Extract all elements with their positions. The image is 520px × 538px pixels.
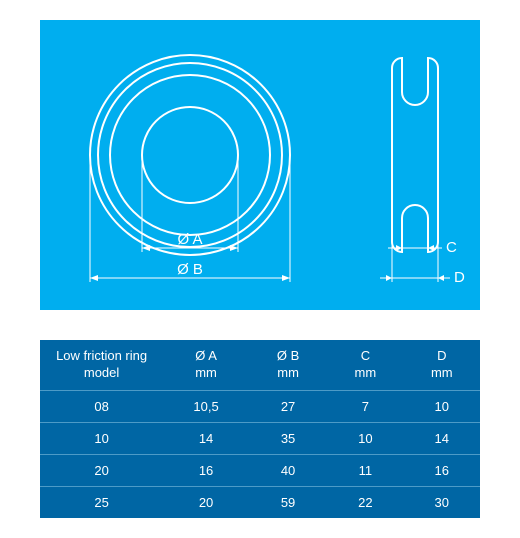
front-view: Ø A Ø B bbox=[90, 55, 290, 282]
spec-table-container: Low friction ringmodel Ø Amm Ø Bmm Cmm D… bbox=[40, 340, 480, 518]
table-row: 10 14 35 10 14 bbox=[40, 422, 480, 454]
col-header-b: Ø Bmm bbox=[249, 340, 327, 390]
dim-label-d: D bbox=[454, 269, 465, 286]
table-row: 20 16 40 11 16 bbox=[40, 454, 480, 486]
table-row: 25 20 59 22 30 bbox=[40, 486, 480, 518]
col-header-c: Cmm bbox=[327, 340, 403, 390]
col-header-a: Ø Amm bbox=[163, 340, 249, 390]
table-body: 08 10,5 27 7 10 10 14 35 10 14 20 16 40 … bbox=[40, 390, 480, 518]
col-header-model: Low friction ringmodel bbox=[40, 340, 163, 390]
dim-label-a: Ø A bbox=[177, 231, 202, 248]
diagram-svg: Ø A Ø B C bbox=[40, 20, 480, 310]
table-header-row: Low friction ringmodel Ø Amm Ø Bmm Cmm D… bbox=[40, 340, 480, 390]
table-row: 08 10,5 27 7 10 bbox=[40, 390, 480, 422]
technical-diagram: Ø A Ø B C bbox=[40, 20, 480, 310]
col-header-d: Dmm bbox=[404, 340, 480, 390]
side-view: C D bbox=[380, 58, 465, 286]
spec-table: Low friction ringmodel Ø Amm Ø Bmm Cmm D… bbox=[40, 340, 480, 518]
dim-label-c: C bbox=[446, 239, 457, 256]
dim-label-b: Ø B bbox=[177, 261, 203, 278]
